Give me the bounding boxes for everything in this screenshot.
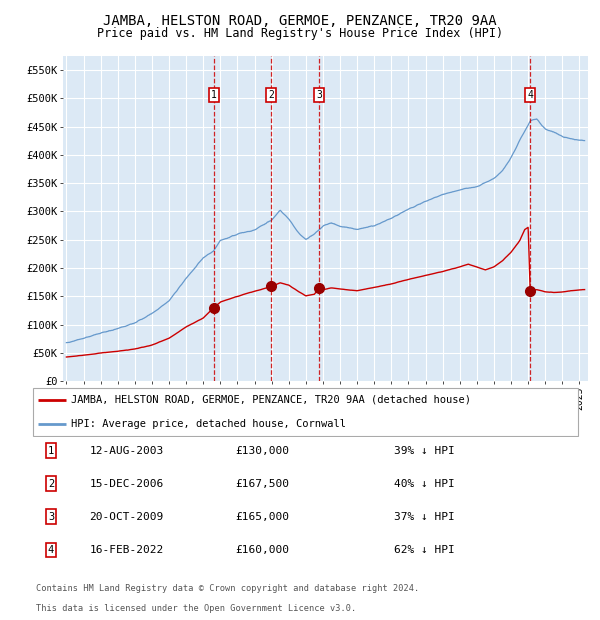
Text: 12-AUG-2003: 12-AUG-2003: [89, 446, 164, 456]
Text: This data is licensed under the Open Government Licence v3.0.: This data is licensed under the Open Gov…: [35, 604, 356, 613]
Text: 2: 2: [268, 90, 274, 100]
Text: HPI: Average price, detached house, Cornwall: HPI: Average price, detached house, Corn…: [71, 419, 346, 430]
Text: 3: 3: [316, 90, 322, 100]
Text: 62% ↓ HPI: 62% ↓ HPI: [394, 545, 455, 555]
Text: £130,000: £130,000: [235, 446, 289, 456]
Text: 1: 1: [211, 90, 217, 100]
Text: £160,000: £160,000: [235, 545, 289, 555]
Text: 20-OCT-2009: 20-OCT-2009: [89, 512, 164, 522]
Text: 15-DEC-2006: 15-DEC-2006: [89, 479, 164, 489]
FancyBboxPatch shape: [33, 388, 578, 436]
Text: 39% ↓ HPI: 39% ↓ HPI: [394, 446, 455, 456]
Text: £167,500: £167,500: [235, 479, 289, 489]
Text: 4: 4: [527, 90, 533, 100]
Text: 37% ↓ HPI: 37% ↓ HPI: [394, 512, 455, 522]
Text: 16-FEB-2022: 16-FEB-2022: [89, 545, 164, 555]
Text: JAMBA, HELSTON ROAD, GERMOE, PENZANCE, TR20 9AA: JAMBA, HELSTON ROAD, GERMOE, PENZANCE, T…: [103, 14, 497, 28]
Text: £165,000: £165,000: [235, 512, 289, 522]
Text: 3: 3: [48, 512, 54, 522]
Text: 4: 4: [48, 545, 54, 555]
Text: Price paid vs. HM Land Registry's House Price Index (HPI): Price paid vs. HM Land Registry's House …: [97, 27, 503, 40]
Text: 2: 2: [48, 479, 54, 489]
Text: 40% ↓ HPI: 40% ↓ HPI: [394, 479, 455, 489]
Text: 1: 1: [48, 446, 54, 456]
Text: JAMBA, HELSTON ROAD, GERMOE, PENZANCE, TR20 9AA (detached house): JAMBA, HELSTON ROAD, GERMOE, PENZANCE, T…: [71, 395, 472, 405]
Text: Contains HM Land Registry data © Crown copyright and database right 2024.: Contains HM Land Registry data © Crown c…: [35, 585, 419, 593]
